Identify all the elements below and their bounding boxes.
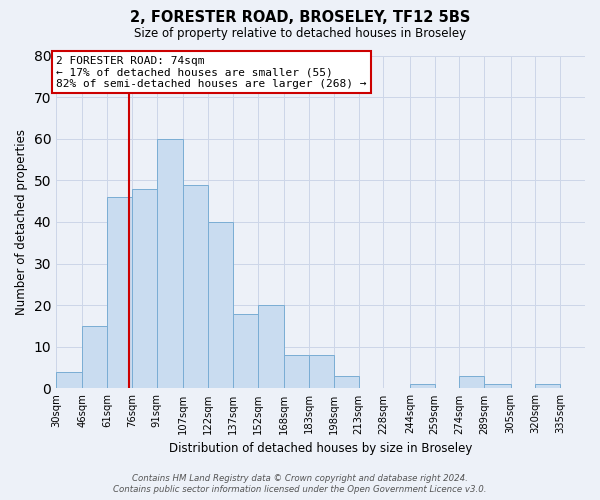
X-axis label: Distribution of detached houses by size in Broseley: Distribution of detached houses by size … xyxy=(169,442,472,455)
Bar xyxy=(484,384,511,388)
Bar xyxy=(258,305,284,388)
Bar xyxy=(82,326,107,388)
Text: Size of property relative to detached houses in Broseley: Size of property relative to detached ho… xyxy=(134,28,466,40)
Bar xyxy=(410,384,434,388)
Bar xyxy=(56,372,82,388)
Y-axis label: Number of detached properties: Number of detached properties xyxy=(15,129,28,315)
Bar xyxy=(132,188,157,388)
Text: 2 FORESTER ROAD: 74sqm
← 17% of detached houses are smaller (55)
82% of semi-det: 2 FORESTER ROAD: 74sqm ← 17% of detached… xyxy=(56,56,367,88)
Text: Contains HM Land Registry data © Crown copyright and database right 2024.
Contai: Contains HM Land Registry data © Crown c… xyxy=(113,474,487,494)
Bar xyxy=(184,184,208,388)
Bar xyxy=(334,376,359,388)
Bar xyxy=(107,197,132,388)
Bar xyxy=(284,355,309,388)
Bar xyxy=(535,384,560,388)
Text: 2, FORESTER ROAD, BROSELEY, TF12 5BS: 2, FORESTER ROAD, BROSELEY, TF12 5BS xyxy=(130,10,470,25)
Bar xyxy=(233,314,258,388)
Bar xyxy=(460,376,484,388)
Bar xyxy=(208,222,233,388)
Bar xyxy=(309,355,334,388)
Bar xyxy=(157,138,184,388)
